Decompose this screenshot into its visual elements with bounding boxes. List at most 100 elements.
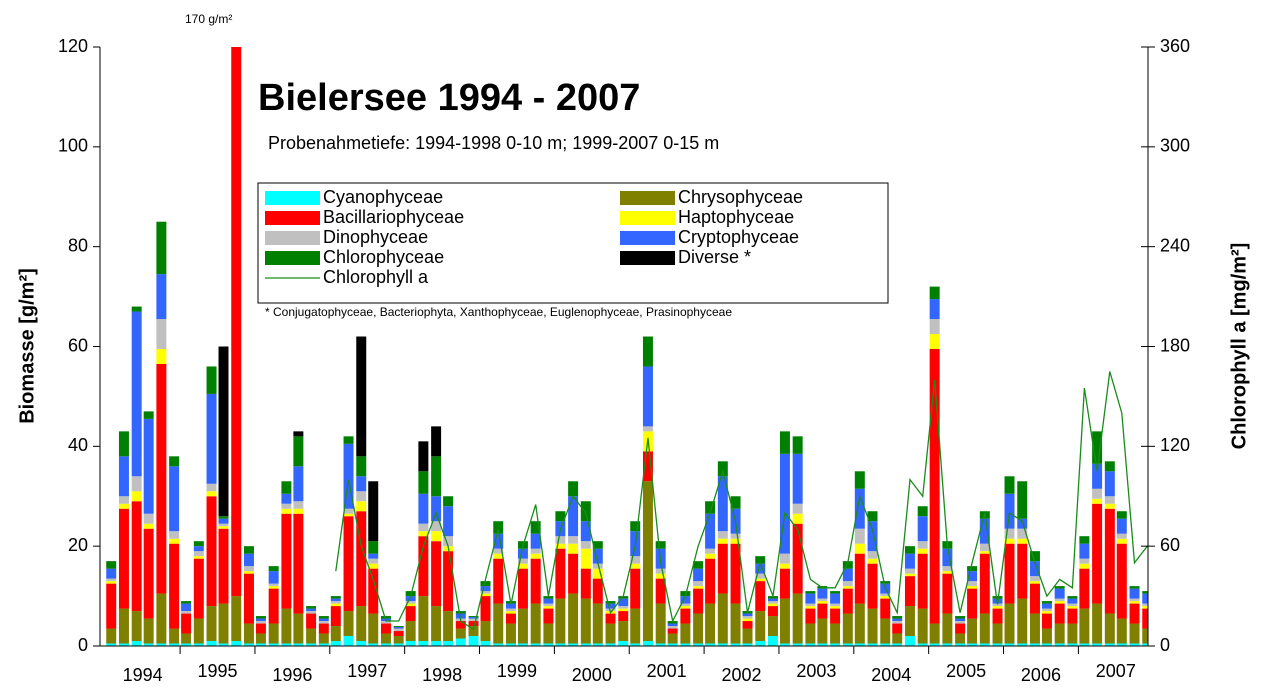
bar-segment	[343, 516, 354, 612]
bar-segment	[655, 643, 666, 646]
bar-segment	[817, 603, 828, 619]
bar-segment	[568, 481, 579, 497]
bar-segment	[493, 521, 504, 534]
bar-segment	[592, 643, 603, 646]
bar-segment	[131, 611, 142, 642]
bar-segment	[929, 623, 940, 644]
bar-segment	[717, 643, 728, 646]
bar-segment	[717, 593, 728, 644]
bar-segment	[480, 596, 491, 622]
bar-segment	[1116, 543, 1127, 619]
legend-label: Bacillariophyceae	[323, 207, 464, 227]
y-tick-label: 40	[68, 435, 88, 455]
bar-segment	[618, 606, 629, 609]
bar-segment	[992, 623, 1003, 644]
bar-segment	[904, 553, 915, 569]
bar-segment	[680, 643, 691, 646]
bar-segment	[1029, 576, 1040, 582]
footnote: * Conjugatophyceae, Bacteriophyta, Xanth…	[265, 305, 732, 319]
bar-segment	[206, 483, 217, 492]
bar-segment	[630, 563, 641, 569]
bar-segment	[929, 334, 940, 349]
bar-segment	[904, 636, 915, 646]
bar-segment	[118, 508, 129, 609]
bar-segment	[580, 568, 591, 599]
bar-segment	[380, 616, 391, 619]
bar-segment	[368, 563, 379, 569]
bar-segment	[480, 581, 491, 587]
bar-segment	[705, 558, 716, 604]
bar-segment	[1079, 568, 1090, 609]
legend-swatch	[265, 231, 320, 245]
bar-segment	[1079, 558, 1090, 564]
bar-segment	[580, 521, 591, 542]
bar-segment	[281, 643, 292, 646]
bar-segment	[543, 598, 554, 604]
bar-segment	[455, 611, 466, 614]
bar-segment	[193, 551, 204, 557]
bar-segment	[306, 613, 317, 629]
bar-segment	[1041, 608, 1052, 612]
bar-segment	[555, 536, 566, 544]
bar-segment	[206, 496, 217, 607]
bar-segment	[156, 348, 167, 364]
bar-segment	[543, 643, 554, 646]
bar-segment	[1092, 503, 1103, 604]
y2-tick-label: 240	[1160, 235, 1190, 255]
bar-segment	[405, 641, 416, 646]
bar-segment	[618, 611, 629, 622]
bar-segment	[543, 596, 554, 599]
bar-segment	[655, 573, 666, 579]
bar-segment	[642, 641, 653, 646]
bar-segment	[842, 643, 853, 646]
bar-segment	[755, 578, 766, 582]
bar-segment	[343, 436, 354, 444]
bar-segment	[517, 643, 528, 646]
legend-box	[257, 182, 889, 304]
bar-segment	[1104, 508, 1115, 614]
bar-segment	[243, 553, 254, 567]
bar-segment	[318, 616, 329, 619]
bar-segment	[356, 491, 367, 502]
bar-segment	[680, 608, 691, 624]
bar-segment	[206, 491, 217, 497]
bar-segment	[181, 643, 192, 646]
bar-segment	[830, 603, 841, 607]
bar-segment	[380, 633, 391, 644]
bar-segment	[293, 431, 304, 437]
bar-segment	[193, 556, 204, 559]
bar-segment	[1092, 488, 1103, 499]
x-tick-label: 1998	[422, 665, 462, 685]
bar-segment	[680, 623, 691, 644]
bar-segment	[605, 643, 616, 646]
bar-segment	[880, 596, 891, 599]
bar-segment	[1017, 538, 1028, 544]
bar-segment	[717, 461, 728, 477]
bar-segment	[955, 633, 966, 644]
bar-segment	[904, 576, 915, 607]
bar-segment	[592, 548, 603, 564]
bar-segment	[405, 621, 416, 642]
bar-segment	[218, 523, 229, 527]
bar-segment	[630, 568, 641, 609]
bar-segment	[255, 623, 266, 634]
bar-segment	[431, 496, 442, 522]
legend-swatch	[265, 211, 320, 225]
bar-segment	[767, 598, 778, 602]
bar-segment	[106, 568, 117, 579]
bar-segment	[942, 613, 953, 644]
bar-segment	[917, 643, 928, 646]
bar-segment	[1104, 496, 1115, 504]
bar-segment	[468, 618, 479, 622]
bar-segment	[880, 593, 891, 597]
bar-segment	[243, 566, 254, 572]
bar-segment	[131, 311, 142, 477]
bar-segment	[1029, 551, 1040, 562]
bar-segment	[255, 633, 266, 644]
bar-segment	[1079, 536, 1090, 544]
bar-segment	[1041, 611, 1052, 614]
bar-segment	[779, 563, 790, 569]
bar-segment	[580, 501, 591, 522]
bar-segment	[580, 643, 591, 646]
